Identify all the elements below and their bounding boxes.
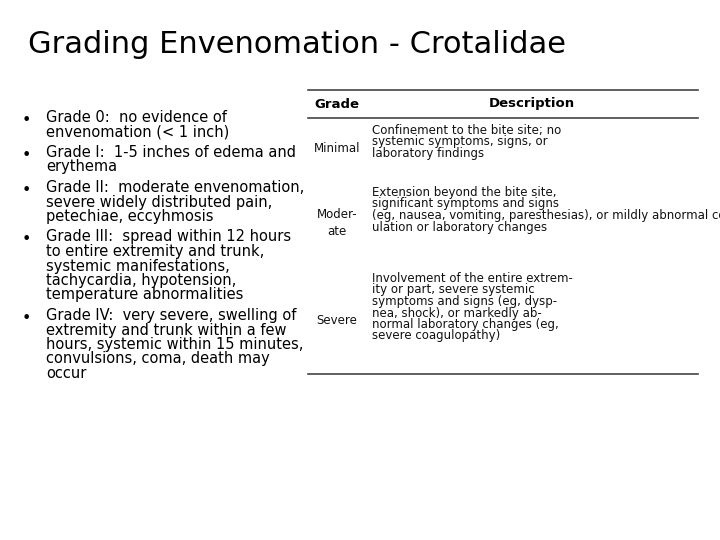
Text: Grading Envenomation - Crotalidae: Grading Envenomation - Crotalidae [28, 30, 566, 59]
Text: occur: occur [46, 366, 86, 381]
Text: Grade II:  moderate envenomation,: Grade II: moderate envenomation, [46, 180, 305, 195]
Text: Extension beyond the bite site,: Extension beyond the bite site, [372, 186, 557, 199]
Text: systemic manifestations,: systemic manifestations, [46, 259, 230, 273]
Text: envenomation (< 1 inch): envenomation (< 1 inch) [46, 125, 229, 139]
Text: (eg, nausea, vomiting, paresthesias), or mildly abnormal coag-: (eg, nausea, vomiting, paresthesias), or… [372, 209, 720, 222]
Text: tachycardia, hypotension,: tachycardia, hypotension, [46, 273, 236, 288]
Text: Moder-
ate: Moder- ate [317, 208, 357, 238]
Text: Severe: Severe [317, 314, 357, 327]
Text: significant symptoms and signs: significant symptoms and signs [372, 198, 559, 211]
Text: nea, shock), or markedly ab-: nea, shock), or markedly ab- [372, 307, 541, 320]
Text: Minimal: Minimal [314, 143, 360, 156]
Text: ulation or laboratory changes: ulation or laboratory changes [372, 220, 547, 233]
Text: Grade I:  1-5 inches of edema and: Grade I: 1-5 inches of edema and [46, 145, 296, 160]
Text: •: • [22, 148, 32, 163]
Text: Description: Description [489, 98, 575, 111]
Text: to entire extremity and trunk,: to entire extremity and trunk, [46, 244, 264, 259]
Text: Confinement to the bite site; no: Confinement to the bite site; no [372, 124, 562, 137]
Text: Grade III:  spread within 12 hours: Grade III: spread within 12 hours [46, 230, 291, 245]
Text: ity or part, severe systemic: ity or part, severe systemic [372, 284, 535, 296]
Text: normal laboratory changes (eg,: normal laboratory changes (eg, [372, 318, 559, 331]
Text: petechiae, eccyhmosis: petechiae, eccyhmosis [46, 209, 214, 224]
Text: Involvement of the entire extrem-: Involvement of the entire extrem- [372, 272, 573, 285]
Text: extremity and trunk within a few: extremity and trunk within a few [46, 322, 287, 338]
Text: •: • [22, 311, 32, 326]
Text: temperature abnormalities: temperature abnormalities [46, 287, 243, 302]
Text: laboratory findings: laboratory findings [372, 147, 484, 160]
Text: •: • [22, 183, 32, 198]
Text: •: • [22, 233, 32, 247]
Text: severe widely distributed pain,: severe widely distributed pain, [46, 194, 272, 210]
Text: hours, systemic within 15 minutes,: hours, systemic within 15 minutes, [46, 337, 303, 352]
Text: Grade IV:  very severe, swelling of: Grade IV: very severe, swelling of [46, 308, 297, 323]
Text: symptoms and signs (eg, dysp-: symptoms and signs (eg, dysp- [372, 295, 557, 308]
Text: Grade 0:  no evidence of: Grade 0: no evidence of [46, 110, 227, 125]
Text: severe coagulopathy): severe coagulopathy) [372, 329, 500, 342]
Text: Grade: Grade [315, 98, 359, 111]
Text: erythema: erythema [46, 159, 117, 174]
Text: systemic symptoms, signs, or: systemic symptoms, signs, or [372, 136, 548, 148]
Text: •: • [22, 113, 32, 128]
Text: convulsions, coma, death may: convulsions, coma, death may [46, 352, 270, 367]
